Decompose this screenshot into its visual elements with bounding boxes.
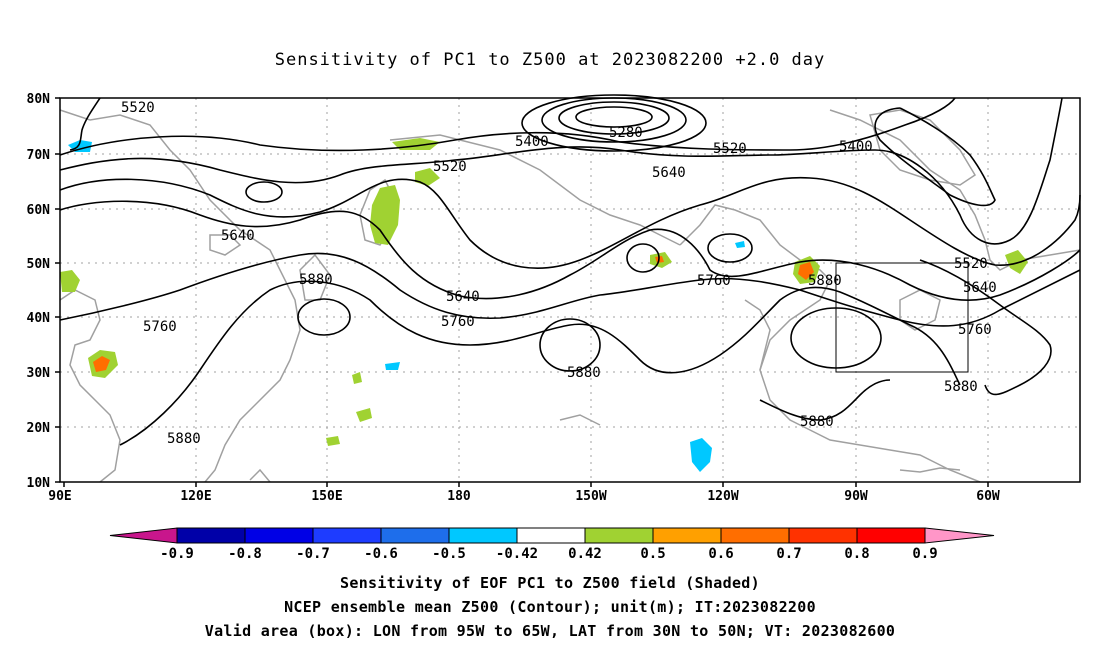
colorbar-cell: [516, 527, 586, 544]
colorbar-label: -0.6: [364, 546, 398, 562]
map-frame: [59, 97, 1081, 483]
contour-label: 5880: [808, 273, 842, 289]
shade-patch: [735, 241, 745, 248]
lat-label: 40N: [27, 311, 51, 326]
shade-patch: [326, 436, 340, 446]
contour-label: 5640: [221, 228, 255, 244]
colorbar-high-tip: [924, 527, 995, 544]
shade-patch: [415, 168, 440, 186]
contour-label: 5520: [713, 141, 747, 157]
shade-patch: [690, 438, 712, 472]
colorbar-label: -0.8: [228, 546, 262, 562]
lon-label: 120W: [707, 489, 738, 504]
lon-label: 180: [447, 489, 471, 504]
colorbar-low-tip: [109, 527, 178, 544]
colorbar-cell: [788, 527, 858, 544]
contour-label: 5520: [954, 256, 988, 272]
contour-label: 5880: [167, 431, 201, 447]
caption-contour: NCEP ensemble mean Z500 (Contour); unit(…: [284, 598, 816, 616]
colorbar-cell: [856, 527, 926, 544]
map-figure: 5520 5400 5280 5520 5400 5520 5640 5640 …: [27, 92, 1081, 504]
lon-label: 150W: [575, 489, 606, 504]
contour-labels: 5520 5400 5280 5520 5400 5520 5640 5640 …: [121, 100, 997, 447]
valid-area-box: [835, 262, 969, 373]
colorbar-label: 0.7: [776, 546, 801, 562]
shade-patch: [385, 362, 400, 370]
contour-label: 5760: [697, 273, 731, 289]
colorbar-label: 0.9: [912, 546, 937, 562]
colorbar-cell: [244, 527, 314, 544]
shade-patch: [1005, 250, 1028, 274]
lat-label: 30N: [27, 366, 51, 381]
contour-label: 5640: [963, 280, 997, 296]
shade-patch: [93, 356, 110, 372]
contour-label: 5880: [299, 272, 333, 288]
height-contours: [59, 94, 1081, 446]
contour-label: 5400: [515, 134, 549, 150]
lat-label: 20N: [27, 421, 51, 436]
colorbar-cell: [312, 527, 382, 544]
colorbar-cell: [584, 527, 654, 544]
colorbar-cell: [380, 527, 450, 544]
colorbar-label: 0.6: [708, 546, 733, 562]
contour-label: 5880: [800, 414, 834, 430]
lat-label: 80N: [27, 92, 51, 107]
shade-patch: [798, 262, 814, 280]
lat-axis: 80N 70N 60N 50N 40N 30N 20N 10N: [27, 92, 60, 491]
colorbar-label: 0.8: [844, 546, 869, 562]
shade-patch: [352, 372, 362, 384]
shade-patch: [60, 270, 80, 292]
contour-label: 5280: [609, 125, 643, 141]
colorbar-label: 0.5: [640, 546, 665, 562]
lon-label: 120E: [180, 489, 211, 504]
colorbar-cell: [176, 527, 246, 544]
contour-label: 5760: [143, 319, 177, 335]
contour-label: 5880: [944, 379, 978, 395]
lon-label: 90W: [844, 489, 868, 504]
contour-label: 5400: [839, 139, 873, 155]
caption-valid-area: Valid area (box): LON from 95W to 65W, L…: [204, 622, 896, 640]
shade-patch: [370, 185, 400, 245]
colorbar-label: 0.42: [568, 546, 602, 562]
shade-patch: [356, 408, 372, 422]
colorbar-cell: [720, 527, 790, 544]
colorbar: -0.9 -0.8 -0.7 -0.6 -0.5 -0.42 0.42 0.5 0.6 0.7 0.…: [109, 527, 995, 562]
sensitivity-shading: [60, 138, 1028, 472]
lon-label: 60W: [976, 489, 1000, 504]
map-title: Sensitivity of PC1 to Z500 at 2023082200…: [274, 50, 826, 70]
colorbar-label: -0.5: [432, 546, 466, 562]
lon-axis: 90E 120E 150E 180 150W 120W 90W 60W: [48, 482, 1000, 504]
colorbar-label: -0.7: [296, 546, 330, 562]
lat-label: 50N: [27, 257, 51, 272]
caption-shaded: Sensitivity of EOF PC1 to Z500 field (Sh…: [340, 574, 760, 592]
lat-label: 10N: [27, 476, 51, 491]
contour-label: 5760: [441, 314, 475, 330]
contour-label: 5520: [433, 159, 467, 175]
colorbar-label: -0.9: [160, 546, 194, 562]
contour-label: 5880: [567, 365, 601, 381]
contour-label: 5640: [446, 289, 480, 305]
lat-label: 60N: [27, 203, 51, 218]
lat-label: 70N: [27, 148, 51, 163]
colorbar-cell: [448, 527, 518, 544]
lon-label: 150E: [311, 489, 342, 504]
contour-label: 5760: [958, 322, 992, 338]
contour-label: 5640: [652, 165, 686, 181]
colorbar-cell: [652, 527, 722, 544]
colorbar-label: -0.42: [496, 546, 538, 562]
contour-label: 5520: [121, 100, 155, 116]
graticule: [60, 98, 1080, 482]
lon-label: 90E: [48, 489, 71, 504]
